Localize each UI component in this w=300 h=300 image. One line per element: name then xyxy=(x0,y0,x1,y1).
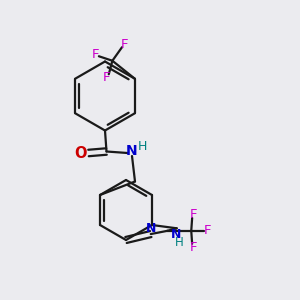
Text: H: H xyxy=(138,140,147,153)
Text: O: O xyxy=(74,146,87,160)
Text: N: N xyxy=(171,228,181,241)
Text: F: F xyxy=(121,38,128,51)
Text: F: F xyxy=(190,241,197,254)
Text: F: F xyxy=(92,48,100,61)
Text: F: F xyxy=(204,224,212,237)
Text: H: H xyxy=(175,236,184,249)
Text: F: F xyxy=(103,71,110,84)
Text: F: F xyxy=(190,208,197,221)
Text: N: N xyxy=(146,222,156,235)
Text: N: N xyxy=(126,144,138,158)
